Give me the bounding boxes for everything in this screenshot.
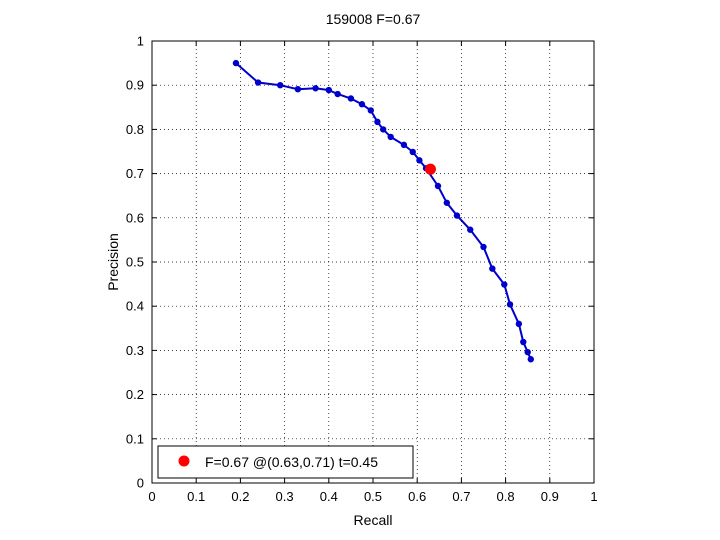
data-point [515,320,523,328]
data-point [254,79,262,86]
y-tick-label: 0.8 [126,122,144,137]
x-tick-label: 0.1 [187,489,205,504]
y-tick-label: 0.9 [126,78,144,93]
data-point [276,82,284,89]
data-point [358,101,366,108]
chart-title: 159008 F=0.67 [326,11,421,27]
data-point [387,133,394,141]
x-tick-label: 0.2 [231,489,249,504]
y-tick-label: 0.4 [126,299,144,314]
data-point [416,157,423,164]
x-axis-label: Recall [354,512,393,528]
data-point [453,212,461,219]
data-point [527,356,534,363]
x-tick-label: 1 [590,489,597,504]
data-point [379,126,387,133]
y-tick-label: 0.2 [126,387,144,402]
series-layer [232,59,534,363]
data-point [409,148,416,156]
grid-lines [152,41,594,483]
legend: F=0.67 @(0.63,0.71) t=0.45 [157,445,414,479]
data-point [312,85,319,92]
data-point [480,243,487,251]
y-tick-label: 0.6 [126,210,144,225]
series-line [235,62,532,360]
y-tick-label: 0.1 [126,431,144,446]
x-tick-label: 0.7 [452,489,470,504]
y-tick-label: 1 [137,34,144,49]
data-point [489,265,496,272]
data-point [294,85,302,93]
data-point [467,226,474,233]
data-point [374,118,381,126]
y-tick-label: 0.7 [126,166,144,181]
y-tick-label: 0 [137,476,144,491]
y-axis-label: Precision [105,233,121,291]
data-point [367,107,374,114]
x-tick-label: 0.6 [408,489,426,504]
data-point [520,338,527,346]
data-point [232,59,240,67]
x-tick-label: 0.5 [364,489,382,504]
best-f-point [424,163,436,175]
data-point [334,90,341,98]
data-point [400,141,408,149]
x-tick-label: 0.9 [541,489,559,504]
data-point [524,348,531,356]
x-tick-label: 0 [148,489,155,504]
y-tick-label: 0.5 [126,255,144,270]
data-point [347,95,355,102]
legend-marker [178,455,190,467]
legend-box [157,445,414,479]
legend-label: F=0.67 @(0.63,0.71) t=0.45 [205,454,378,470]
x-tick-label: 0.4 [320,489,338,504]
x-tick-label: 0.8 [497,489,515,504]
x-tick-label: 0.3 [276,489,294,504]
data-point [434,182,442,190]
axis-ticks: 0 0.1 0.2 0.3 0.4 0.5 0.6 0.7 0.8 0.9 1 0 0.1 0.2 0.3 0… [126,34,598,505]
data-point [325,86,332,94]
data-point [443,199,451,206]
data-point [506,301,514,308]
data-point [501,281,508,288]
y-tick-label: 0.3 [126,343,144,358]
